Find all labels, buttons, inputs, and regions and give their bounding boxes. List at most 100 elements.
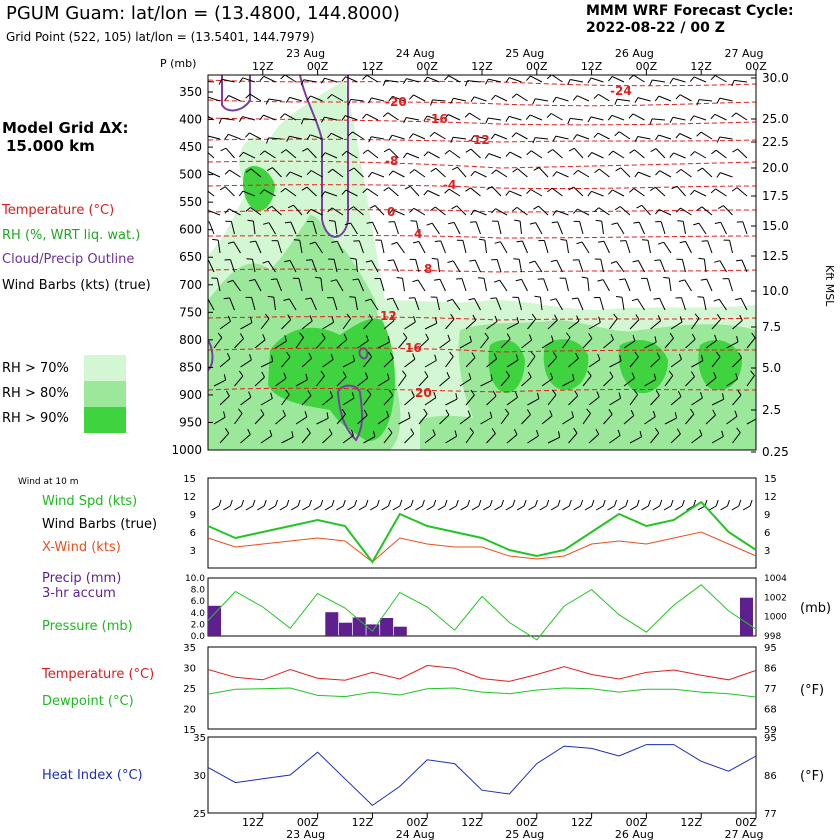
wind-barb-feather — [614, 131, 620, 137]
wind-barb-staff — [551, 187, 563, 197]
wind-barb-feather — [701, 240, 708, 242]
wind-barb-staff — [377, 416, 389, 425]
wind-barb-feather — [224, 95, 230, 101]
wind-barb-staff — [263, 189, 276, 197]
wind-barb-staff — [623, 415, 635, 425]
wind-barb-feather — [505, 151, 511, 157]
wind-barb-staff — [495, 297, 502, 311]
wind-barb-feather — [413, 316, 416, 323]
wind-row-feather — [681, 499, 685, 507]
wind-barb-feather — [217, 332, 223, 338]
wind-barb-feather — [696, 131, 702, 137]
wind-barb-staff — [254, 414, 265, 425]
wind-barb-staff — [434, 131, 446, 140]
wind-barb-feather — [597, 279, 604, 282]
wind-barb-staff — [573, 147, 584, 159]
wind-barb-staff — [521, 240, 528, 254]
wind-barb-feather — [750, 370, 755, 376]
wind-barb-staff — [273, 297, 276, 311]
pressure-tick-label: 450 — [179, 140, 202, 154]
wind-barb-staff — [404, 358, 416, 368]
wind-barb-staff — [457, 166, 467, 178]
temp-contour-minus8 — [208, 160, 756, 169]
wind-barb-feather — [610, 260, 617, 264]
wind-barb-feather — [571, 297, 578, 300]
heat-tick-right: 86 — [764, 771, 777, 782]
wind-barb-staff — [240, 359, 252, 368]
wind-barb-staff — [681, 297, 686, 311]
wind-barb-staff — [439, 278, 446, 292]
wind-barb-staff — [233, 241, 241, 254]
wind-barb-feather — [270, 392, 273, 399]
wind-row-feather — [308, 499, 312, 507]
pressure-tick-label: 350 — [179, 85, 202, 99]
wind-barb-staff — [527, 318, 537, 330]
wind-barb-staff — [495, 94, 508, 102]
wind-barb-staff — [617, 98, 631, 102]
wind-barb-feather — [527, 371, 532, 378]
wind-row-feather — [354, 499, 358, 507]
precip-bar — [352, 617, 366, 636]
wind-barb-feather — [549, 410, 553, 416]
wind-barb-feather — [515, 354, 519, 361]
height-tick-label: 22.5 — [762, 135, 789, 149]
wind-barb-feather — [305, 373, 308, 380]
wind-barb-feather — [731, 80, 735, 87]
wind-barb-staff — [646, 278, 651, 292]
height-tick-label: 30.0 — [762, 71, 789, 85]
wind-barb-feather — [532, 98, 536, 105]
heat-tick-left: 35 — [193, 733, 206, 744]
wind-barb-staff — [281, 394, 290, 406]
wind-barb-feather — [365, 260, 372, 263]
wind-barb-feather — [690, 371, 695, 377]
wind-row-feather — [670, 499, 674, 507]
wind-barb-feather — [734, 410, 738, 417]
temp-tick-right: 86 — [764, 664, 777, 675]
wind-barb-staff — [392, 209, 405, 216]
wind-barb-feather — [598, 240, 605, 243]
wind-barb-feather — [736, 427, 741, 433]
wind-barb-staff — [263, 75, 276, 83]
wind-barb-staff — [543, 278, 549, 292]
wind-barb-feather — [711, 149, 717, 155]
wind-barb-staff — [392, 298, 399, 311]
wind-barb-staff — [219, 432, 230, 444]
heat-axis-ticks: 35 30 25 95 86 77 — [193, 733, 776, 820]
wind-barb-staff — [289, 260, 297, 273]
wind-row-feather — [218, 499, 222, 507]
wind-barb-feather — [553, 314, 558, 321]
wind-barb-feather — [223, 297, 230, 300]
wind-barb-staff — [500, 375, 510, 387]
height-tick-label: 10.0 — [762, 284, 789, 298]
wind-barb-staff — [435, 167, 446, 178]
precip-bar — [208, 605, 221, 636]
precip-tick: 6.0 — [191, 597, 206, 607]
wind-barb-feather — [669, 117, 674, 123]
wind-barb-feather — [247, 428, 251, 435]
wind-barb-feather — [526, 409, 531, 415]
wind-barb-staff — [427, 76, 440, 83]
temp-label-8: 8 — [424, 262, 432, 276]
pressure-tick-label: 1000 — [171, 443, 202, 457]
wind-barb-staff — [732, 394, 742, 406]
wind-barb-feather — [269, 429, 273, 436]
wind-barb-staff — [714, 75, 727, 83]
wind-barb-feather — [291, 431, 294, 438]
wind-barb-feather — [280, 75, 286, 80]
wind-barb-staff — [366, 75, 379, 83]
wind-barb-feather — [696, 99, 700, 106]
wind-barb-feather — [444, 114, 449, 120]
wind-barb-staff — [527, 398, 540, 406]
wind-barb-staff — [366, 113, 379, 121]
temp-contour-minus16 — [208, 117, 756, 126]
wind-barb-feather — [716, 136, 721, 143]
wind-barb-staff — [252, 259, 256, 273]
top-tick-label: 00Z — [745, 60, 767, 73]
wind-barb-staff — [312, 221, 317, 235]
wind-row-feather — [444, 499, 448, 507]
wind-barb-feather — [714, 334, 718, 341]
wind-barb-staff — [276, 278, 282, 292]
wind-tick-right: 15 — [764, 474, 777, 485]
wind-barb-staff — [619, 206, 631, 216]
